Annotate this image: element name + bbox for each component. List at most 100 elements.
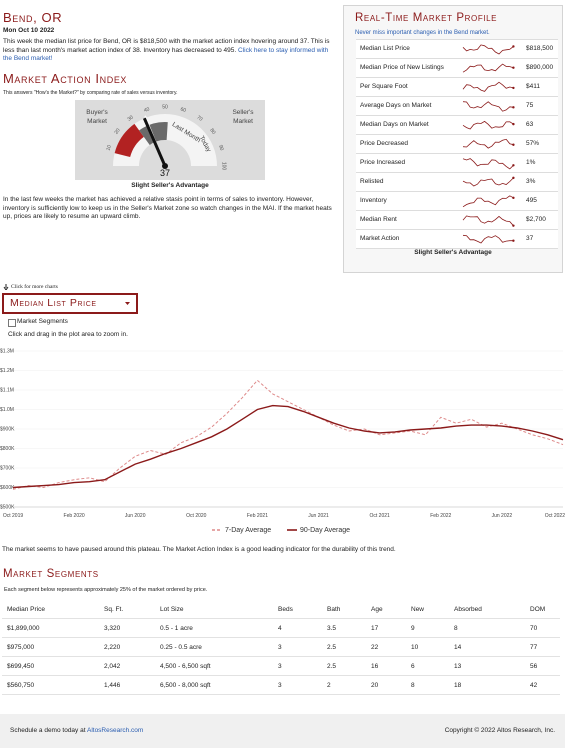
profile-table: Median List Price $818,500 Median Price of… (356, 39, 558, 249)
column-header: Median Price (2, 600, 99, 619)
segment-cell: 18 (449, 675, 525, 695)
gauge-tick-label: 50 (162, 104, 168, 110)
profile-label: Relisted (360, 178, 384, 185)
profile-row: Inventory 495 (356, 192, 558, 211)
sparkline-end (512, 122, 515, 126)
dropdown-label: Median List Price (10, 297, 97, 309)
profile-value: $818,500 (526, 45, 554, 52)
caret-shape (125, 302, 130, 305)
sparkline-end (512, 196, 515, 200)
segment-cell: 2.5 (322, 637, 366, 657)
x-tick-label: Feb 2021 (247, 513, 268, 519)
profile-label: Inventory (360, 197, 387, 204)
mai-note: This answers "How's the Market?" by comp… (3, 90, 178, 96)
segment-row: $1,899,000 3,320 0.5 - 1 acre 4 3.5 17 9 8 70 (2, 618, 560, 638)
sparkline-end (512, 164, 515, 167)
segment-cell: 4 (273, 618, 322, 638)
segments-checkbox[interactable] (8, 319, 16, 327)
profile-value: 495 (526, 197, 537, 204)
profile-box: Real-Time Market Profile Never miss impo… (343, 5, 563, 273)
segment-cell: $699,450 (2, 656, 99, 676)
legend-label: 7-Day Average (225, 527, 271, 534)
sparkline (462, 195, 514, 208)
chart-dropdown[interactable]: Median List Price (2, 293, 138, 314)
footer-link[interactable]: AltosResearch.com (86, 727, 144, 734)
profile-row: Average Days on Market 75 (356, 97, 558, 116)
segment-cell: 9 (406, 618, 449, 638)
segment-cell: $975,000 (2, 637, 99, 657)
profile-row: Median Days on Market 63 (356, 116, 558, 135)
sparkline-box (462, 63, 515, 73)
sparkline-box (462, 158, 515, 170)
profile-value: $890,000 (526, 64, 554, 71)
segment-cell: 13 (449, 656, 525, 676)
gauge-value: 37 (160, 168, 170, 178)
profile-row: Price Increased 1% (356, 154, 558, 173)
sparkline (462, 138, 514, 149)
segment-cell: 16 (366, 656, 406, 676)
y-tick-label: $700K (0, 465, 15, 471)
gauge-tick-label: 10 (105, 144, 112, 151)
sparkline (462, 215, 514, 226)
segment-cell: 56 (525, 656, 560, 676)
y-tick-label: $600K (0, 485, 15, 491)
segment-cell: $560,750 (2, 675, 99, 695)
x-tick-label: Feb 2022 (430, 513, 451, 519)
segment-cell: 3.5 (322, 618, 366, 638)
footer-left: Schedule a demo today at AltosResearch.c… (10, 727, 143, 736)
mai-analysis: In the last few weeks the market has ach… (3, 196, 332, 221)
needle-hub (162, 163, 168, 169)
profile-row: Median Price of New Listings $890,000 (356, 59, 558, 78)
profile-row: Market Action 37 (356, 230, 558, 249)
profile-row: Relisted 3% (356, 173, 558, 192)
sparkline-box (462, 195, 515, 208)
sparkline (462, 101, 514, 112)
segment-cell: 2.5 (322, 656, 366, 676)
profile-label: Average Days on Market (360, 102, 432, 109)
gauge-tick-label: 20 (113, 127, 121, 135)
zoom-hint: Click and drag in the plot area to zoom … (8, 331, 128, 338)
sparkline-end (512, 239, 515, 242)
profile-label: Median List Price (360, 45, 410, 52)
sparkline (462, 44, 514, 55)
neutral-zone (139, 122, 168, 145)
summary-link[interactable]: Click here to stay informed with the Ben… (3, 46, 329, 63)
x-tick-label: Jun 2021 (308, 513, 329, 519)
sparkline-end (512, 66, 515, 69)
segment-cell: 2 (322, 675, 366, 695)
sparkline-end (512, 86, 515, 90)
profile-label: Median Days on Market (360, 121, 429, 128)
more-charts[interactable]: Click for more charts (11, 284, 58, 290)
segment-cell: 3 (273, 675, 322, 695)
profile-label: Median Rent (360, 216, 397, 223)
column-header: Beds (273, 600, 322, 619)
segment-cell: 17 (366, 618, 406, 638)
segment-cell: 0.25 - 0.5 acre (155, 637, 273, 657)
sparkline-box (462, 215, 515, 227)
sparkline-box (462, 138, 515, 149)
sparkline-end (512, 45, 515, 48)
city-title: Bend, OR (3, 10, 63, 25)
mai-verdict: Slight Seller's Advantage (131, 182, 209, 189)
profile-subtitle: Never miss important changes in the Bend… (355, 30, 490, 36)
footer-copyright: Copyright © 2022 Altos Research, Inc. (444, 727, 555, 734)
segment-cell: 6 (406, 656, 449, 676)
series-line (12, 379, 564, 490)
sparkline-box (462, 101, 515, 112)
segments-toggle-label[interactable]: Market Segments (17, 318, 68, 325)
sparkline-end (512, 106, 515, 109)
segment-cell: 70 (525, 618, 560, 638)
needle (142, 117, 167, 167)
chart: $500K $600K $700K $800K $900K $1.0M $1.1M $1.2M… (0, 348, 565, 534)
y-tick-label: $800K (0, 446, 15, 452)
segment-cell: 3 (273, 656, 322, 676)
segment-cell: 20 (366, 675, 406, 695)
y-tick-label: $500K (0, 504, 15, 510)
column-header: Sq. Ft. (99, 600, 155, 619)
gauge-tick-label: 90 (217, 144, 224, 151)
summary-text: This week the median list price for Bend… (3, 38, 330, 54)
x-tick-label: Jun 2020 (125, 513, 146, 519)
sparkline-end (512, 143, 515, 146)
column-header: Bath (322, 600, 366, 619)
segment-cell: 1,446 (99, 675, 155, 695)
